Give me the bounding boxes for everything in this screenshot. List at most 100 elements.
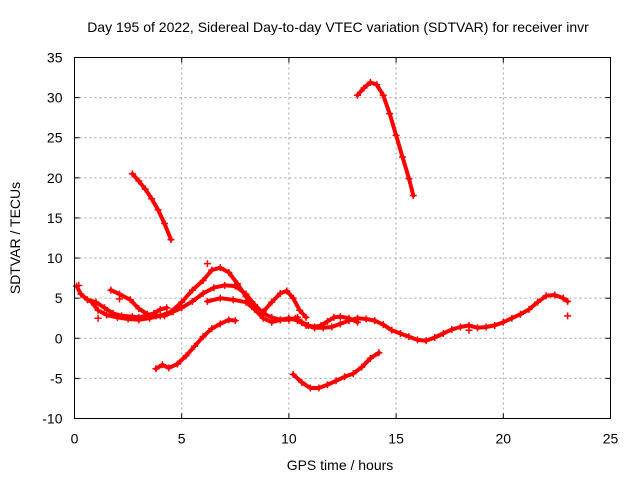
x-tick-label: 0 xyxy=(71,431,79,447)
data-point xyxy=(399,153,407,161)
grid xyxy=(74,57,611,419)
data-point xyxy=(336,320,344,328)
x-tick-label: 25 xyxy=(603,431,619,447)
data-point xyxy=(482,323,490,331)
series-track-5 xyxy=(203,291,572,345)
x-tick-label: 10 xyxy=(281,431,297,447)
data-point xyxy=(317,321,325,329)
data-point xyxy=(328,323,336,331)
y-tick-label: 35 xyxy=(47,50,63,66)
data-point xyxy=(242,298,250,306)
data-point xyxy=(268,298,276,306)
data-point xyxy=(141,185,149,193)
data-point xyxy=(169,308,177,316)
data-point xyxy=(291,314,299,322)
data-point xyxy=(354,91,362,99)
plot-frame xyxy=(74,57,611,419)
data-point xyxy=(349,370,357,378)
data-point xyxy=(178,304,186,312)
data-point xyxy=(414,336,422,344)
data-point xyxy=(508,314,516,322)
data-point xyxy=(188,286,196,294)
data-point xyxy=(216,320,224,328)
data-point xyxy=(379,91,387,99)
data-point xyxy=(448,325,456,333)
data-point xyxy=(124,315,132,323)
data-point xyxy=(203,297,211,305)
data-point xyxy=(152,365,160,373)
data-point xyxy=(358,363,366,371)
data-point xyxy=(103,311,111,319)
data-point xyxy=(225,316,233,324)
data-point xyxy=(336,313,344,321)
data-point xyxy=(289,294,297,302)
y-axis-label: SDTVAR / TECUs xyxy=(7,182,23,294)
y-tick-label: 0 xyxy=(55,330,63,346)
chart-title: Day 195 of 2022, Sidereal Day-to-day VTE… xyxy=(87,19,589,35)
series-track-4 xyxy=(152,316,239,373)
series-line xyxy=(355,80,416,198)
data-point xyxy=(431,333,439,341)
data-point xyxy=(375,349,383,357)
data-point xyxy=(332,377,340,385)
data-point xyxy=(173,360,181,368)
data-point xyxy=(191,342,199,350)
data-point xyxy=(422,337,430,345)
data-point xyxy=(199,289,207,297)
data-point xyxy=(208,325,216,333)
y-tick-label: 5 xyxy=(55,290,63,306)
data-point xyxy=(113,313,121,321)
data-point xyxy=(341,373,349,381)
data-point xyxy=(161,312,169,320)
data-point xyxy=(405,175,413,183)
series-track-6 xyxy=(291,313,362,331)
data-point xyxy=(231,282,239,290)
y-tick-label: 10 xyxy=(47,250,63,266)
data-point xyxy=(126,296,134,304)
data-point xyxy=(362,315,370,323)
data-point xyxy=(360,84,368,92)
data-point xyxy=(94,306,102,314)
x-axis-label: GPS time / hours xyxy=(287,457,394,473)
data-point xyxy=(396,329,404,337)
data-point xyxy=(167,236,175,244)
data-point xyxy=(551,291,559,299)
data-point xyxy=(285,314,293,322)
data-point xyxy=(143,310,151,318)
data-point xyxy=(135,177,143,185)
x-tick-label: 5 xyxy=(178,431,186,447)
data-point xyxy=(77,290,85,298)
data-point xyxy=(225,268,233,276)
data-point xyxy=(251,305,259,313)
y-tick-labels: -10 -5 0 5 10 15 20 25 30 35 xyxy=(42,50,62,427)
series-line xyxy=(89,265,309,322)
data-point xyxy=(210,284,218,292)
data-point xyxy=(203,260,211,268)
data-point xyxy=(283,287,291,295)
data-point xyxy=(276,316,284,324)
series-track-8 xyxy=(128,170,175,244)
data-point xyxy=(216,294,224,302)
data-point xyxy=(311,323,319,331)
data-point xyxy=(534,298,542,306)
data-point xyxy=(154,206,162,214)
y-tick-label: 15 xyxy=(47,210,63,226)
data-point xyxy=(516,310,524,318)
data-point xyxy=(366,78,374,86)
data-point xyxy=(386,110,394,118)
data-point xyxy=(330,313,338,321)
data-point xyxy=(354,318,362,326)
data-point xyxy=(323,381,331,389)
data-point xyxy=(163,304,171,312)
series-track-3 xyxy=(107,281,301,324)
data-point xyxy=(135,305,143,313)
data-point xyxy=(439,329,447,337)
y-tick-label: -5 xyxy=(50,370,63,386)
data-point xyxy=(116,295,124,303)
data-point xyxy=(474,324,482,332)
data-point xyxy=(405,333,413,341)
data-point xyxy=(229,296,237,304)
data-point xyxy=(276,289,284,297)
data-point xyxy=(296,306,304,314)
